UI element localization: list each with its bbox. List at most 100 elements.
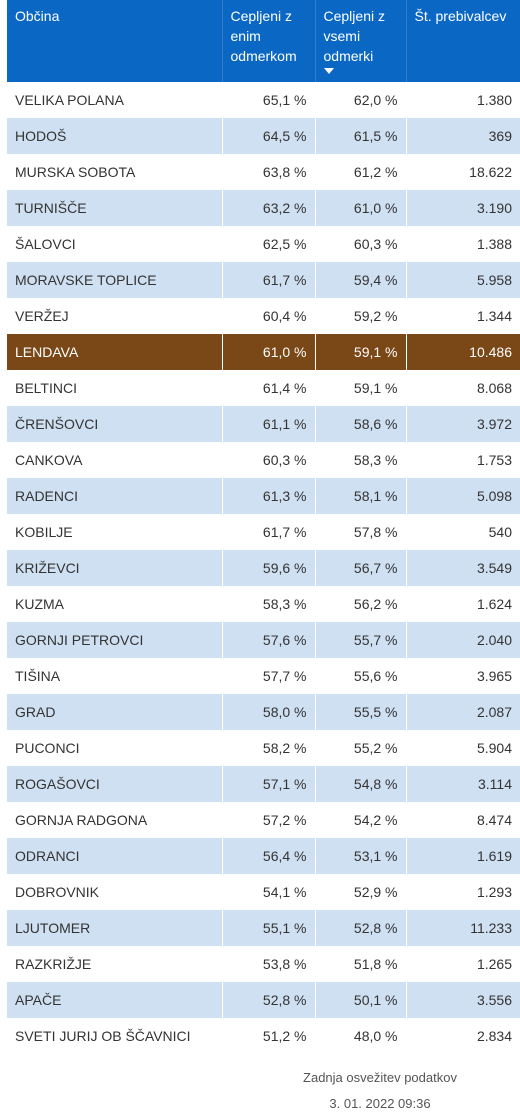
table-row[interactable]: RADENCI 61,3 % 58,1 % 5.098	[7, 478, 520, 514]
table-row[interactable]: VELIKA POLANA 65,1 % 62,0 % 1.380	[7, 82, 520, 118]
table-row[interactable]: LJUTOMER 55,1 % 52,8 % 11.233	[7, 910, 520, 946]
table-row[interactable]: BELTINCI 61,4 % 59,1 % 8.068	[7, 370, 520, 406]
cell-one-dose: 61,1 %	[222, 406, 316, 442]
table-row[interactable]: DOBROVNIK 54,1 % 52,9 % 1.293	[7, 874, 520, 910]
cell-all-doses: 59,2 %	[315, 298, 407, 334]
table-row[interactable]: MORAVSKE TOPLICE 61,7 % 59,4 % 5.958	[7, 262, 520, 298]
cell-all-doses: 54,8 %	[315, 766, 407, 802]
cell-municipality: ROGAŠOVCI	[7, 766, 223, 802]
cell-all-doses: 48,0 %	[315, 1018, 407, 1054]
cell-all-doses: 55,5 %	[315, 694, 407, 730]
table-row[interactable]: GORNJA RADGONA 57,2 % 54,2 % 8.474	[7, 802, 520, 838]
column-header-population[interactable]: Št. prebivalcev	[406, 0, 520, 82]
column-header-population-label: Št. prebivalcev	[414, 8, 507, 24]
cell-one-dose: 61,0 %	[222, 334, 316, 370]
cell-one-dose: 58,3 %	[222, 586, 316, 622]
cell-one-dose: 63,2 %	[222, 190, 316, 226]
cell-population: 1.380	[406, 82, 520, 118]
cell-municipality: KRIŽEVCI	[7, 550, 223, 586]
cell-municipality: VELIKA POLANA	[7, 82, 223, 118]
cell-all-doses: 57,8 %	[315, 514, 407, 550]
cell-municipality: RAZKRIŽJE	[7, 946, 223, 982]
cell-population: 1.388	[406, 226, 520, 262]
vaccination-table: Občina Cepljeni z enim odmerkom Cepljeni…	[7, 0, 520, 1054]
table-row-highlighted[interactable]: LENDAVA 61,0 % 59,1 % 10.486	[7, 334, 520, 370]
cell-municipality: VERŽEJ	[7, 298, 223, 334]
table-row[interactable]: PUCONCI 58,2 % 55,2 % 5.904	[7, 730, 520, 766]
cell-all-doses: 59,4 %	[315, 262, 407, 298]
cell-population: 8.474	[406, 802, 520, 838]
table-row[interactable]: MURSKA SOBOTA 63,8 % 61,2 % 18.622	[7, 154, 520, 190]
sort-descending-icon	[323, 68, 334, 74]
column-header-one-dose[interactable]: Cepljeni z enim odmerkom	[222, 0, 316, 82]
table-row[interactable]: ČRENŠOVCI 61,1 % 58,6 % 3.972	[7, 406, 520, 442]
column-header-municipality-label: Občina	[15, 8, 60, 24]
cell-population: 1.265	[406, 946, 520, 982]
cell-municipality: LENDAVA	[7, 334, 223, 370]
cell-municipality: ODRANCI	[7, 838, 223, 874]
table-row[interactable]: KUZMA 58,3 % 56,2 % 1.624	[7, 586, 520, 622]
cell-one-dose: 56,4 %	[222, 838, 316, 874]
cell-one-dose: 65,1 %	[222, 82, 316, 118]
cell-population: 1.753	[406, 442, 520, 478]
cell-all-doses: 53,1 %	[315, 838, 407, 874]
table-row[interactable]: RAZKRIŽJE 53,8 % 51,8 % 1.265	[7, 946, 520, 982]
cell-all-doses: 55,2 %	[315, 730, 407, 766]
table-row[interactable]: SVETI JURIJ OB ŠČAVNICI 51,2 % 48,0 % 2.834	[7, 1018, 520, 1054]
cell-all-doses: 56,2 %	[315, 586, 407, 622]
cell-one-dose: 57,6 %	[222, 622, 316, 658]
table-row[interactable]: TURNIŠČE 63,2 % 61,0 % 3.190	[7, 190, 520, 226]
table-row[interactable]: CANKOVA 60,3 % 58,3 % 1.753	[7, 442, 520, 478]
cell-municipality: APAČE	[7, 982, 223, 1018]
column-header-one-dose-line1: Cepljeni z	[230, 8, 292, 24]
cell-municipality: SVETI JURIJ OB ŠČAVNICI	[7, 1018, 223, 1054]
table-row[interactable]: KRIŽEVCI 59,6 % 56,7 % 3.549	[7, 550, 520, 586]
cell-one-dose: 52,8 %	[222, 982, 316, 1018]
column-header-all-doses-line3: odmerki	[323, 48, 374, 64]
cell-municipality: TURNIŠČE	[7, 190, 223, 226]
cell-all-doses: 50,1 %	[315, 982, 407, 1018]
cell-population: 3.972	[406, 406, 520, 442]
cell-municipality: RADENCI	[7, 478, 223, 514]
cell-population: 1.619	[406, 838, 520, 874]
table-row[interactable]: TIŠINA 57,7 % 55,6 % 3.965	[7, 658, 520, 694]
cell-municipality: MURSKA SOBOTA	[7, 154, 223, 190]
table-row[interactable]: GORNJI PETROVCI 57,6 % 55,7 % 2.040	[7, 622, 520, 658]
table-row[interactable]: ROGAŠOVCI 57,1 % 54,8 % 3.114	[7, 766, 520, 802]
cell-municipality: ČRENŠOVCI	[7, 406, 223, 442]
cell-all-doses: 62,0 %	[315, 82, 407, 118]
cell-population: 2.040	[406, 622, 520, 658]
cell-population: 1.344	[406, 298, 520, 334]
column-header-one-dose-line2: enim	[230, 28, 261, 44]
cell-population: 2.834	[406, 1018, 520, 1054]
cell-municipality: MORAVSKE TOPLICE	[7, 262, 223, 298]
cell-all-doses: 52,8 %	[315, 910, 407, 946]
cell-municipality: TIŠINA	[7, 658, 223, 694]
table-row[interactable]: ŠALOVCI 62,5 % 60,3 % 1.388	[7, 226, 520, 262]
cell-population: 8.068	[406, 370, 520, 406]
column-header-all-doses[interactable]: Cepljeni z vsemi odmerki	[315, 0, 407, 82]
column-header-municipality[interactable]: Občina	[7, 0, 223, 82]
last-update-timestamp: 3. 01. 2022 09:36	[329, 1096, 431, 1111]
cell-population: 1.293	[406, 874, 520, 910]
cell-population: 3.114	[406, 766, 520, 802]
table-row[interactable]: HODOŠ 64,5 % 61,5 % 369	[7, 118, 520, 154]
table-row[interactable]: ODRANCI 56,4 % 53,1 % 1.619	[7, 838, 520, 874]
table-row[interactable]: VERŽEJ 60,4 % 59,2 % 1.344	[7, 298, 520, 334]
cell-municipality: BELTINCI	[7, 370, 223, 406]
table-row[interactable]: KOBILJE 61,7 % 57,8 % 540	[7, 514, 520, 550]
cell-all-doses: 61,5 %	[315, 118, 407, 154]
table-row[interactable]: GRAD 58,0 % 55,5 % 2.087	[7, 694, 520, 730]
cell-all-doses: 58,1 %	[315, 478, 407, 514]
cell-population: 3.965	[406, 658, 520, 694]
cell-municipality: GORNJI PETROVCI	[7, 622, 223, 658]
cell-one-dose: 55,1 %	[222, 910, 316, 946]
cell-one-dose: 58,0 %	[222, 694, 316, 730]
cell-municipality: GORNJA RADGONA	[7, 802, 223, 838]
table-row[interactable]: APAČE 52,8 % 50,1 % 3.556	[7, 982, 520, 1018]
cell-all-doses: 59,1 %	[315, 334, 407, 370]
cell-municipality: ŠALOVCI	[7, 226, 223, 262]
cell-one-dose: 64,5 %	[222, 118, 316, 154]
cell-municipality: DOBROVNIK	[7, 874, 223, 910]
